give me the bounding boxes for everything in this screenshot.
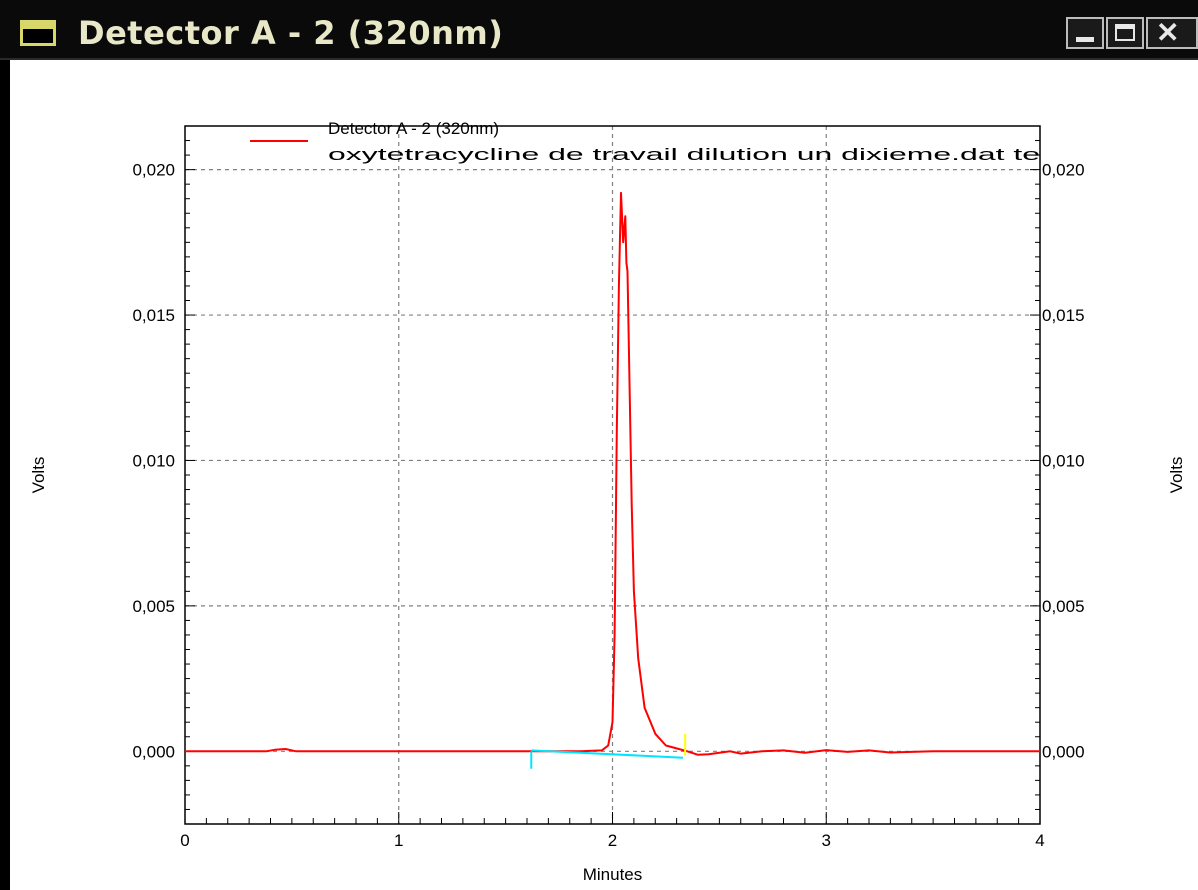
chart-area: 0,000 0,000 0,005 0,005 0,010 0,010 0,015 0,015… — [0, 60, 1198, 890]
series-line — [185, 191, 1040, 756]
y-tick-label-right: 0,000 — [1042, 742, 1085, 761]
minimize-button[interactable] — [1066, 17, 1104, 49]
y-tick-label-left: 0,015 — [132, 306, 175, 325]
x-tick-label: 3 — [822, 831, 831, 850]
y-tick-label-right: 0,020 — [1042, 161, 1085, 180]
window-title: Detector A - 2 (320nm) — [78, 14, 504, 52]
maximize-icon — [1115, 24, 1135, 41]
y-tick-label-right: 0,015 — [1042, 306, 1085, 325]
x-tick-label: 4 — [1035, 831, 1044, 850]
axis-ticks — [184, 125, 1041, 825]
y-axis-title-left: Volts — [29, 457, 48, 494]
x-tick-label: 2 — [608, 831, 617, 850]
maximize-button[interactable] — [1106, 17, 1144, 49]
chromatogram-chart: 0,000 0,000 0,005 0,005 0,010 0,010 0,015 0,015… — [29, 119, 1186, 884]
title-bar[interactable]: Detector A - 2 (320nm) ✕ — [0, 0, 1198, 60]
window-app-icon[interactable] — [20, 20, 56, 46]
x-axis-title: Minutes — [583, 865, 643, 884]
legend: Detector A - 2 (320nm) oxytetracycline d… — [250, 119, 1040, 164]
grid — [185, 126, 1040, 824]
series-line — [531, 749, 684, 759]
y-axis-title-right: Volts — [1167, 457, 1186, 494]
legend-detector-label: Detector A - 2 (320nm) — [328, 119, 499, 138]
close-button[interactable]: ✕ — [1146, 17, 1198, 49]
close-icon: ✕ — [1156, 17, 1180, 48]
x-tick-label: 0 — [180, 831, 189, 850]
x-tick-label: 1 — [394, 831, 403, 850]
minimize-icon — [1076, 37, 1094, 42]
y-tick-label-right: 0,010 — [1042, 451, 1085, 470]
y-tick-label-left: 0,000 — [132, 742, 175, 761]
y-tick-label-left: 0,010 — [132, 451, 175, 470]
y-tick-label-left: 0,005 — [132, 597, 175, 616]
y-tick-label-right: 0,005 — [1042, 597, 1085, 616]
y-tick-label-left: 0,020 — [132, 161, 175, 180]
legend-file-label: oxytetracycline de travail dilution un d… — [328, 145, 1040, 164]
tick-labels: 0,000 0,000 0,005 0,005 0,010 0,010 0,015 0,015… — [132, 161, 1084, 850]
series — [185, 191, 1040, 769]
